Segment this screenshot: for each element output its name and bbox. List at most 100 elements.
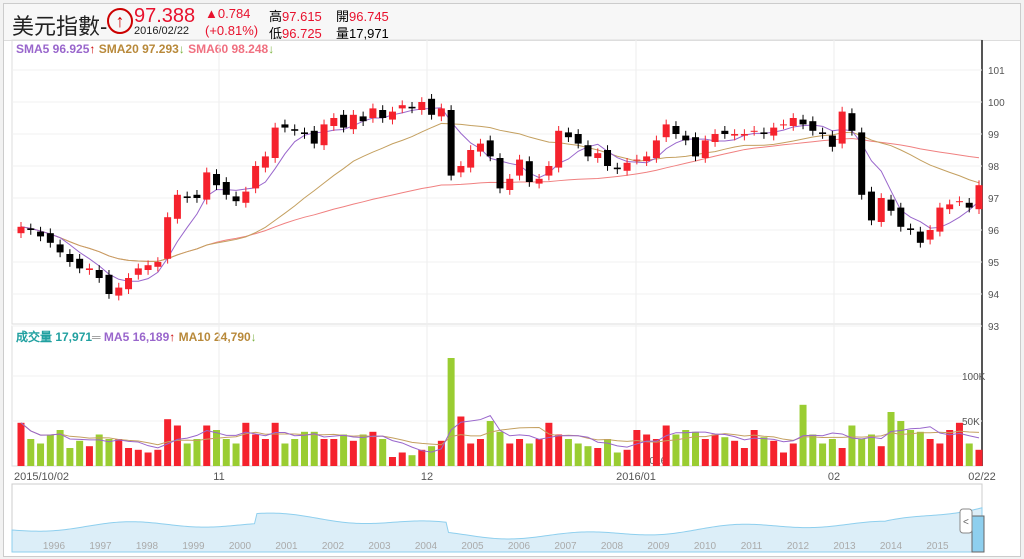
volume-bar — [555, 434, 563, 466]
price-tick-label: 93 — [988, 322, 1000, 333]
quote-header: 美元指數- ↑ 97.388 2016/02/22 ▲0.784 (+0.81%… — [4, 4, 1020, 41]
equal-icon: ═ — [92, 330, 101, 344]
candle-body — [85, 268, 93, 270]
candle-body — [222, 182, 230, 195]
candle-body — [242, 191, 250, 203]
sma20-line — [20, 122, 980, 262]
volume-bar — [613, 452, 621, 466]
candle-body — [662, 124, 670, 138]
volume-bar — [164, 419, 172, 466]
candle-body — [398, 105, 406, 109]
candle-body — [633, 159, 641, 161]
candle-body — [193, 194, 201, 198]
volume-bar — [535, 439, 543, 466]
volume-bar — [545, 422, 553, 466]
volume-bar — [193, 439, 201, 466]
candle-body — [525, 161, 533, 182]
candle-body — [349, 114, 357, 130]
volume-bar — [525, 443, 533, 466]
volume-bar — [125, 448, 133, 466]
arrow-down-icon: ↓ — [178, 42, 185, 56]
volume-bar — [349, 440, 357, 466]
candle-body — [17, 226, 25, 234]
volume-bar — [682, 430, 690, 466]
volume-bar — [809, 434, 817, 466]
candle-body — [203, 172, 211, 200]
volume-bar — [398, 452, 406, 466]
volume-bar — [594, 448, 602, 466]
volume-bar — [154, 449, 162, 466]
candle-body — [867, 191, 875, 221]
navigator-handle[interactable] — [959, 508, 973, 534]
volume-bar — [95, 434, 103, 466]
sma60-legend: SMA60 98.248 — [188, 42, 269, 56]
candle-body — [144, 265, 152, 270]
volume-bar — [731, 440, 739, 466]
candle-body — [682, 135, 690, 141]
candle-body — [535, 178, 543, 184]
candle-body — [907, 228, 915, 230]
volume-bar — [975, 449, 983, 466]
candle-body — [731, 134, 739, 136]
price-legend: SMA5 96.925↑ SMA20 97.293↓ SMA60 98.248↓ — [16, 42, 274, 56]
volume-bar — [437, 440, 445, 466]
navigator-year-label: 2015 — [926, 541, 949, 552]
volume-bar — [56, 430, 64, 466]
navigator-year-label: 1998 — [136, 541, 159, 552]
chart-frame: 美元指數- ↑ 97.388 2016/02/22 ▲0.784 (+0.81%… — [3, 3, 1021, 557]
volume-bar — [652, 439, 660, 466]
candle-body — [721, 130, 729, 134]
candle-body — [760, 132, 768, 134]
x-axis-label: 11 — [213, 471, 224, 483]
candle-body — [154, 262, 162, 267]
volume-bar — [936, 443, 944, 466]
candle-body — [379, 110, 387, 118]
candle-body — [437, 108, 445, 117]
volume-bar — [27, 439, 35, 466]
volume-bar — [760, 437, 768, 466]
volume-bar — [692, 431, 700, 466]
volume-bar — [564, 439, 572, 466]
volume-bar — [867, 434, 875, 466]
volume-bar — [711, 434, 719, 466]
candle-body — [975, 185, 983, 210]
candle-body — [66, 254, 74, 262]
navigator-year-label: 2002 — [322, 541, 345, 552]
candle-body — [613, 167, 621, 170]
volume-bar — [369, 431, 377, 466]
candle-body — [232, 196, 240, 202]
candle-body — [955, 201, 963, 203]
candle-body — [291, 129, 299, 131]
candle-body — [173, 194, 181, 219]
candle-body — [340, 114, 348, 128]
volume-bar — [37, 443, 45, 466]
candle-body — [916, 231, 924, 243]
volume-bar — [633, 430, 641, 466]
candle-body — [37, 231, 45, 237]
volume-bar — [907, 430, 915, 466]
volume-bar — [887, 412, 895, 466]
open-value: 96.745 — [349, 9, 389, 24]
volume-bar — [134, 449, 142, 466]
candle-body — [408, 106, 416, 109]
up-arrow-icon: ↑ — [107, 8, 133, 34]
volume-bar — [105, 439, 113, 466]
volume-bar — [76, 440, 84, 466]
volume-bar — [252, 434, 260, 466]
candle-body — [388, 111, 396, 120]
candle-body — [27, 228, 35, 230]
volume-bar — [66, 448, 74, 466]
volume-bar — [623, 449, 631, 466]
candle-body — [897, 207, 905, 227]
volume-bar — [779, 452, 787, 466]
price-tick-label: 95 — [988, 258, 1000, 269]
volume-bar — [418, 449, 426, 466]
volume-bar — [17, 422, 25, 466]
volume-value: 17,971 — [349, 26, 389, 41]
candle-body — [330, 118, 338, 126]
candlestick-chart[interactable]: 101 100 99 98 97 96 95 94 93 100K 50K 2015/10/02 11 1… — [4, 4, 1020, 556]
candle-body — [164, 217, 172, 259]
navigator-year-label: 2003 — [368, 541, 391, 552]
volume-bar — [359, 434, 367, 466]
index-title: 美元指數- — [12, 14, 108, 39]
